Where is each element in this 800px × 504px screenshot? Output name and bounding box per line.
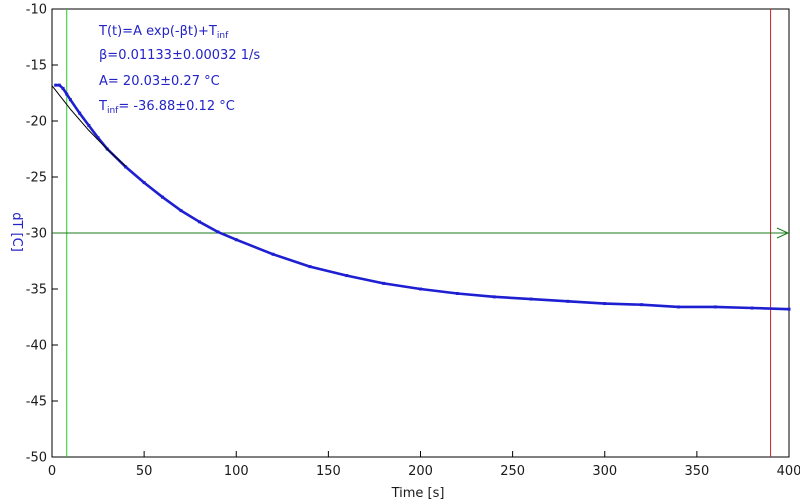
data-point <box>124 165 128 169</box>
y-tick-label: -50 <box>26 451 47 466</box>
data-point <box>57 83 61 87</box>
annotation-formula: T(t)=A exp(-βt)+Tinf <box>98 24 229 41</box>
data-point <box>529 297 533 301</box>
x-tick-label: 200 <box>408 464 433 479</box>
data-point <box>308 265 312 269</box>
data-point <box>676 305 680 309</box>
data-point <box>566 299 570 303</box>
data-point <box>345 274 349 278</box>
y-tick-label: -25 <box>26 171 47 186</box>
data-point <box>87 123 91 127</box>
y-tick-label: -10 <box>26 3 47 18</box>
data-point <box>61 87 65 91</box>
data-point <box>54 83 58 87</box>
x-axis-title: Time [s] <box>391 486 445 501</box>
data-point <box>197 220 201 224</box>
data-point <box>161 195 165 199</box>
data-point <box>603 302 607 306</box>
data-point <box>68 98 72 102</box>
data-point <box>640 303 644 307</box>
y-tick-label: -15 <box>26 59 47 74</box>
data-point <box>750 306 754 310</box>
x-tick-label: 400 <box>777 464 800 479</box>
reference-lines <box>52 9 790 457</box>
data-point <box>179 209 183 213</box>
y-tick-label: -40 <box>26 339 47 354</box>
annotation-amplitude: A= 20.03±0.27 °C <box>99 74 220 89</box>
data-point <box>492 295 496 299</box>
y-tick-label: -35 <box>26 283 47 298</box>
data-point <box>713 305 717 309</box>
series-line <box>55 83 790 311</box>
fit-curve <box>51 85 127 167</box>
data-point <box>787 307 791 311</box>
threshold-arrow <box>776 227 790 239</box>
y-tick-label: -20 <box>26 115 47 130</box>
data-point <box>271 252 275 256</box>
x-tick-label: 100 <box>224 464 249 479</box>
data-point <box>96 136 100 140</box>
data-point <box>216 230 220 234</box>
y-tick-label: -30 <box>26 227 47 242</box>
x-tick-label: 350 <box>684 464 709 479</box>
y-tick-label: -45 <box>26 395 47 410</box>
fit-annotation: T(t)=A exp(-βt)+Tinf β=0.01133±0.00032 1… <box>98 24 260 116</box>
annotation-beta: β=0.01133±0.00032 1/s <box>99 48 260 63</box>
x-tick-label: 0 <box>48 464 56 479</box>
x-tick-label: 150 <box>316 464 341 479</box>
data-point <box>419 287 422 291</box>
data-point <box>234 238 238 242</box>
data-series <box>54 83 791 311</box>
axis-ticks: 0 50 100 150 200 250 300 350 400 -10 -15 -20 -25 -30 -… <box>26 3 800 480</box>
data-point <box>65 92 69 96</box>
data-point <box>142 181 146 185</box>
x-tick-label: 300 <box>592 464 617 479</box>
x-tick-label: 250 <box>500 464 525 479</box>
annotation-tinf: Tinf= -36.88±0.12 °C <box>98 99 235 116</box>
data-point <box>382 281 386 285</box>
data-point <box>455 291 459 295</box>
x-tick-label: 50 <box>136 464 153 479</box>
y-axis-title: dT [C] <box>9 212 24 252</box>
fit-line <box>51 85 127 167</box>
data-point <box>78 111 82 115</box>
